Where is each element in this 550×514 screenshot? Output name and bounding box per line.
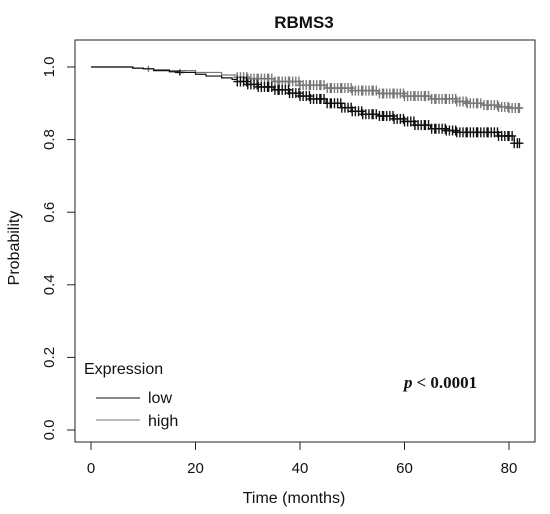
y-tick-label: 0.0	[41, 420, 58, 441]
x-axis-label: Time (months)	[243, 490, 346, 507]
y-axis-label: Probability	[6, 211, 23, 286]
p-value-text: < 0.0001	[417, 373, 478, 392]
y-tick-label: 0.4	[41, 274, 58, 295]
chart-title: RBMS3	[274, 13, 334, 32]
y-tick-label: 1.0	[41, 57, 58, 78]
x-tick-label: 0	[87, 460, 95, 477]
y-tick-label: 0.2	[41, 347, 58, 368]
legend-label-low: low	[148, 390, 172, 407]
p-value-symbol: p	[402, 373, 413, 392]
x-tick-label: 40	[292, 460, 309, 477]
y-tick-label: 0.6	[41, 202, 58, 223]
series-layer	[91, 65, 524, 149]
legend-label-high: high	[148, 413, 178, 430]
legend-title: Expression	[84, 361, 163, 378]
x-tick-label: 20	[187, 460, 204, 477]
x-axis: 0 20 40 60 80	[87, 441, 518, 477]
x-tick-label: 80	[501, 460, 518, 477]
y-axis: 0.0 0.2 0.4 0.6 0.8 1.0	[41, 57, 76, 441]
y-tick-label: 0.8	[41, 129, 58, 150]
p-value-annotation: p < 0.0001	[402, 373, 477, 392]
x-tick-label: 60	[396, 460, 413, 477]
legend: Expression low high	[84, 361, 178, 430]
